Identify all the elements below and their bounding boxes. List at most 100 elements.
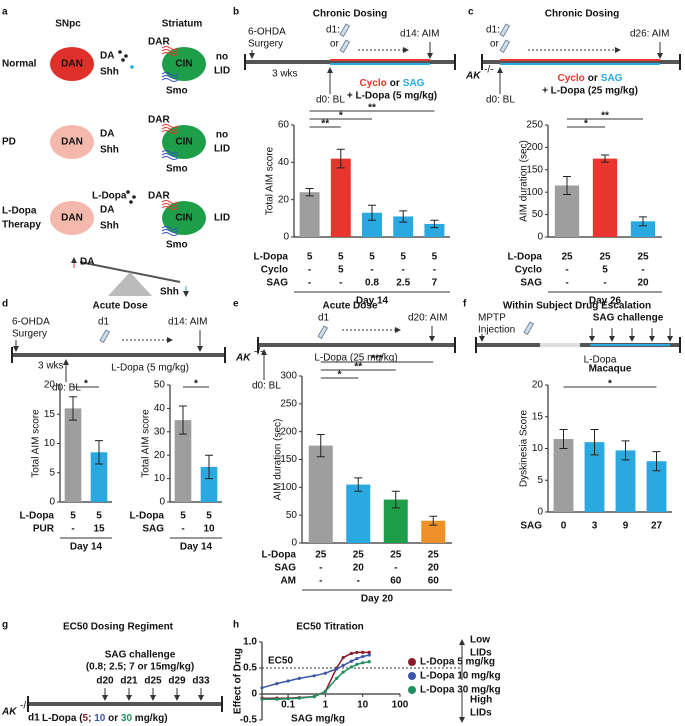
timeline-label: d1 xyxy=(98,317,110,328)
timeline-label: or xyxy=(490,39,500,50)
molecule-dot xyxy=(121,58,125,62)
molecule-dot xyxy=(118,50,122,54)
timeline-label: SAG challenge xyxy=(593,313,664,324)
column-header: SNpc xyxy=(55,19,81,30)
x-axis-label: Day 14 xyxy=(180,542,213,553)
data-point xyxy=(349,651,354,656)
legend-label: L-Dopa 5 mg/kg xyxy=(420,657,495,668)
x-tick-label: 100 xyxy=(392,700,409,711)
timeline-label: MPTP xyxy=(478,313,506,324)
error-bar xyxy=(652,451,661,472)
y-tick-label: 0 xyxy=(283,232,289,243)
table-row-label: SAG xyxy=(142,524,164,535)
data-point xyxy=(341,670,345,674)
panel-letter: a xyxy=(2,7,8,18)
data-point xyxy=(323,671,327,675)
label: or xyxy=(588,73,598,84)
timeline-label: Surgery xyxy=(248,39,283,50)
y-tick-label: 30 xyxy=(154,426,166,437)
timeline-label: d1: xyxy=(326,25,340,36)
table-cell: - xyxy=(357,576,360,587)
y-tick-label: 0 xyxy=(251,689,257,700)
chart-title: Macaque xyxy=(589,364,632,375)
panel-title: EC50 Dosing Regiment xyxy=(63,622,174,633)
bar xyxy=(615,450,636,512)
timeline-label: 3 wks xyxy=(38,361,64,372)
table-row-label: L-Dopa xyxy=(254,252,289,263)
timeline-label: d0: BL xyxy=(52,383,81,394)
table-cell: 2.5 xyxy=(396,278,410,289)
error-bar xyxy=(601,154,609,163)
bar xyxy=(330,158,351,237)
error-bar xyxy=(316,433,325,458)
table-cell: 20 xyxy=(353,563,365,574)
signal-label: Shh xyxy=(100,67,119,78)
molecule-dot xyxy=(126,190,130,194)
neuron-label: CIN xyxy=(175,213,192,224)
timeline-label: 6-OHDA xyxy=(12,317,50,328)
y-tick-label: 0.5 xyxy=(243,663,257,674)
data-point xyxy=(297,676,301,681)
x-axis-label: Day 14 xyxy=(356,296,389,307)
y-axis-label: AIM duration (sec) xyxy=(273,419,284,501)
receptor-label: Smo xyxy=(166,240,188,251)
table-cell: 25 xyxy=(428,550,440,561)
label: L-Dopa ( xyxy=(42,713,83,724)
data-point xyxy=(349,665,354,669)
label: mg/kg) xyxy=(132,713,168,724)
receptor-icon xyxy=(161,229,179,233)
bar xyxy=(421,520,446,543)
timeline-label: Injection xyxy=(478,325,515,336)
data-point xyxy=(341,663,345,668)
genotype-label: -/- xyxy=(484,65,493,76)
annotation: High xyxy=(470,695,492,706)
data-point xyxy=(361,650,365,655)
y-axis-label: AIM duration (sec) xyxy=(519,140,530,222)
bar xyxy=(592,158,618,237)
timeline-label: d14: AIM xyxy=(168,317,207,328)
day-label: d20 xyxy=(96,676,114,687)
table-cell: 25 xyxy=(353,550,365,561)
signal-label: DA xyxy=(100,205,114,216)
bar xyxy=(174,420,192,502)
error-bar xyxy=(391,490,400,509)
y-axis-label: Total AIM score xyxy=(265,146,276,215)
panel-letter: d xyxy=(2,299,8,310)
label: ; xyxy=(88,713,94,724)
y-tick-label: 20 xyxy=(278,194,290,205)
legend-swatch xyxy=(408,686,416,694)
neuron-dan xyxy=(50,125,94,159)
syringe-icon xyxy=(499,39,510,53)
data-point xyxy=(312,674,316,678)
table-cell: 20 xyxy=(428,563,440,574)
table-cell: - xyxy=(71,524,74,535)
bar xyxy=(346,484,371,543)
label: SAG xyxy=(601,73,623,84)
y-tick-label: 20 xyxy=(154,450,166,461)
data-point xyxy=(286,697,290,701)
data-point xyxy=(323,689,327,694)
data-point xyxy=(367,653,371,657)
table-row-label: Cyclo xyxy=(515,265,542,276)
x-tick-label: 1 xyxy=(323,700,329,711)
table-cell: 25 xyxy=(561,252,573,263)
table-row-label: Cyclo xyxy=(261,265,288,276)
data-point xyxy=(361,654,365,659)
y-tick-label: 5 xyxy=(49,467,55,478)
table-cell: - xyxy=(370,265,373,276)
receptor-icon xyxy=(161,75,179,79)
molecule-dot xyxy=(132,195,136,199)
legend-label: L-Dopa 30 mg/kg xyxy=(420,685,501,696)
annotation: Low xyxy=(470,635,490,646)
timeline-label: L-Dopa (25 mg/kg) xyxy=(314,353,397,364)
neuron-dan xyxy=(50,47,94,81)
y-tick-label: 0 xyxy=(159,497,165,508)
legend-swatch xyxy=(408,672,416,680)
y-tick-label: 50 xyxy=(532,209,544,220)
y-tick-label: 40 xyxy=(154,403,166,414)
y-tick-label: 10 xyxy=(154,473,166,484)
hatched-segment xyxy=(540,343,580,347)
error-bar xyxy=(305,187,314,197)
table-cell: - xyxy=(402,265,405,276)
